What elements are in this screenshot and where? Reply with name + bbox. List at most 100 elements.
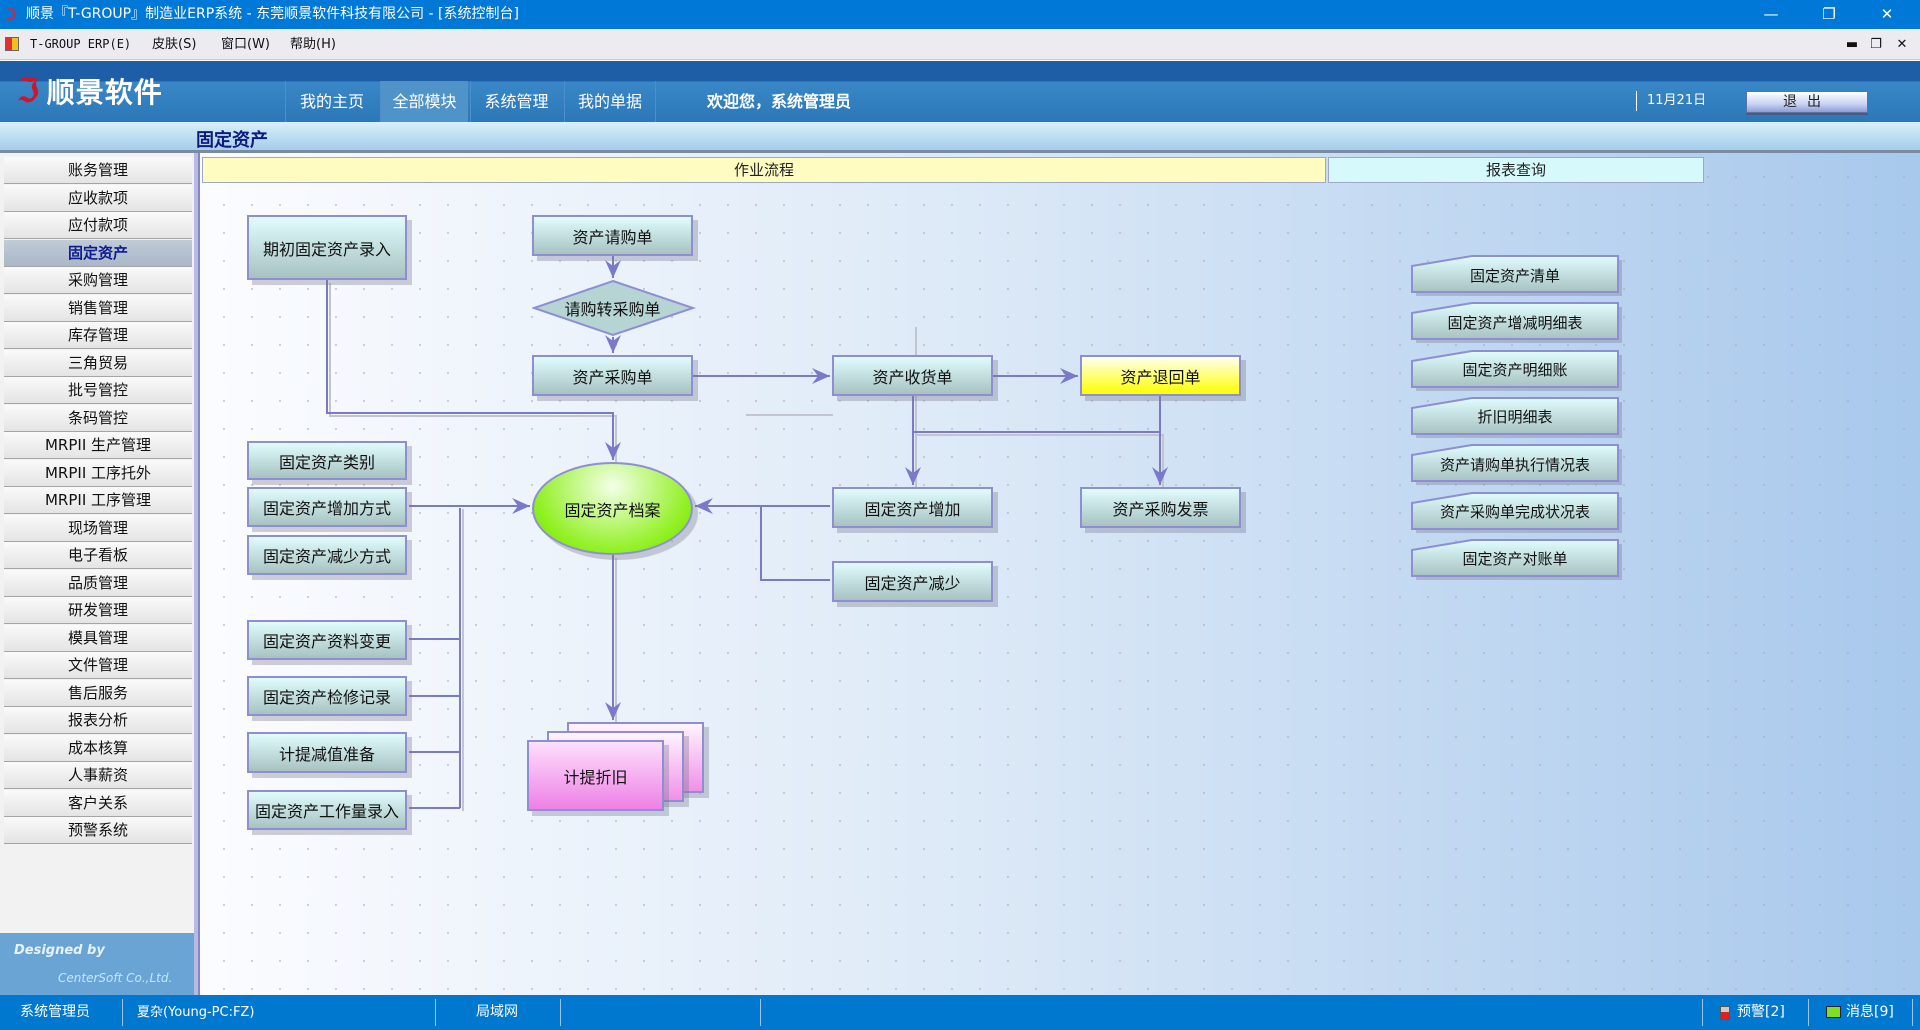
sidebar-item[interactable]: 应收款项 [4, 184, 192, 212]
sidebar-item[interactable]: 成本核算 [4, 734, 192, 762]
mdi-minimize-button[interactable]: ▬ [1845, 37, 1859, 52]
menu-skin[interactable]: 皮肤(S) [152, 37, 197, 52]
node-receipt[interactable]: 资产收货单 [832, 355, 993, 396]
node-depreciation[interactable]: 计提折旧 [527, 740, 664, 811]
node-initial-entry[interactable]: 期初固定资产录入 [247, 215, 407, 280]
status-divider [1808, 999, 1809, 1026]
nav-system-admin[interactable]: 系统管理 [470, 81, 562, 122]
node-add-method[interactable]: 固定资产增加方式 [247, 487, 407, 527]
report-label: 固定资产明细账 [1462, 361, 1568, 380]
status-divider [435, 999, 436, 1026]
title-bar: ℑ 顺景『T-GROUP』制造业ERP系统 - 东莞顺景软件科技有限公司 - [… [0, 0, 1920, 29]
report-item[interactable]: 固定资产明细账 [1411, 349, 1622, 391]
nav-my-documents[interactable]: 我的单据 [564, 81, 656, 122]
node-repair[interactable]: 固定资产检修记录 [247, 676, 407, 716]
welcome-text: 欢迎您，系统管理员 [707, 92, 852, 111]
report-label: 固定资产清单 [1469, 266, 1560, 285]
node-data-change[interactable]: 固定资产资料变更 [247, 620, 407, 660]
report-label: 固定资产对账单 [1462, 550, 1568, 569]
sidebar-item[interactable]: 品质管理 [4, 569, 192, 597]
report-item[interactable]: 固定资产对账单 [1411, 538, 1622, 580]
menu-terp[interactable]: T-GROUP ERP(E) [30, 37, 132, 51]
status-bar: 系统管理员 夏杂(Young-PC:FZ) 局域网 预警[2] 消息[9] [0, 995, 1920, 1030]
sidebar-item[interactable]: 文件管理 [4, 652, 192, 679]
designed-by-label: Designed by [14, 943, 105, 958]
sidebar-item[interactable]: 条码管控 [4, 404, 192, 432]
node-invoice[interactable]: 资产采购发票 [1080, 487, 1241, 528]
sidebar-item[interactable]: 采购管理 [4, 267, 192, 294]
menu-bar: T-GROUP ERP(E) 皮肤(S) 窗口(W) 帮助(H) ▬ ❐ ✕ [0, 29, 1920, 60]
report-item[interactable]: 资产采购单完成状况表 [1411, 491, 1622, 533]
tab-workflow[interactable]: 作业流程 [202, 157, 1326, 183]
alerts-button[interactable]: 预警[2] [1737, 1004, 1785, 1020]
node-archive[interactable]: 固定资产档案 [532, 462, 693, 555]
sidebar-item[interactable]: 库存管理 [4, 322, 192, 349]
node-purchase-order[interactable]: 资产采购单 [532, 355, 693, 396]
tab-reports[interactable]: 报表查询 [1328, 157, 1704, 183]
window-title: 顺景『T-GROUP』制造业ERP系统 - 东莞顺景软件科技有限公司 - [系统… [26, 6, 519, 22]
sidebar-item[interactable]: 报表分析 [4, 707, 192, 734]
nav-home[interactable]: 我的主页 [285, 81, 378, 122]
node-req-to-po[interactable]: 请购转采购单 [564, 300, 661, 319]
node-asset-reduce[interactable]: 固定资产减少 [832, 561, 993, 602]
report-shape [1411, 302, 1622, 344]
status-divider [560, 999, 561, 1026]
module-header: 固定资产 [0, 122, 1920, 153]
report-item[interactable]: 折旧明细表 [1411, 396, 1622, 438]
flow-connectors [326, 256, 1168, 811]
sidebar-item[interactable]: 现场管理 [4, 514, 192, 542]
edge-receipt-to-invoice [913, 431, 1168, 485]
sidebar-item[interactable]: 销售管理 [4, 294, 192, 322]
node-return[interactable]: 资产退回单 [1080, 355, 1241, 396]
sidebar-item[interactable]: 三角贸易 [4, 349, 192, 377]
sidebar-item[interactable]: 固定资产 [4, 239, 192, 267]
sidebar-item[interactable]: MRPII 生产管理 [4, 432, 192, 459]
report-item[interactable]: 资产请购单执行情况表 [1411, 444, 1622, 486]
node-category[interactable]: 固定资产类别 [247, 441, 407, 480]
node-reduce-method[interactable]: 固定资产减少方式 [247, 535, 407, 575]
sidebar-item[interactable]: 模具管理 [4, 624, 192, 652]
report-label: 资产请购单执行情况表 [1439, 455, 1590, 474]
status-divider [122, 999, 123, 1026]
restore-button[interactable]: ❐ [1822, 5, 1836, 23]
mdi-close-button[interactable]: ✕ [1896, 37, 1908, 52]
status-divider [1912, 999, 1913, 1026]
node-asset-add[interactable]: 固定资产增加 [832, 487, 993, 528]
sidebar-item[interactable]: 售后服务 [4, 679, 192, 707]
sidebar-item[interactable]: MRPII 工序托外 [4, 459, 192, 487]
menu-window[interactable]: 窗口(W) [221, 37, 270, 52]
app-logo-icon: ℑ [5, 5, 17, 24]
report-item[interactable]: 固定资产增减明细表 [1411, 302, 1622, 344]
status-divider [760, 999, 761, 1026]
sidebar-item[interactable]: 账务管理 [4, 157, 192, 184]
sidebar-item[interactable]: 人事薪资 [4, 762, 192, 789]
report-item[interactable]: 固定资产清单 [1411, 255, 1622, 296]
company-label: CenterSoft Co.,Ltd. [58, 971, 173, 985]
node-requisition[interactable]: 资产请购单 [532, 215, 693, 256]
sidebar-item[interactable]: 批号管控 [4, 377, 192, 404]
nav-all-modules[interactable]: 全部模块 [380, 81, 468, 122]
brand-mark-icon: ℑ [16, 71, 41, 111]
status-network: 局域网 [476, 1004, 518, 1020]
report-label: 固定资产增减明细表 [1447, 313, 1583, 332]
messages-button[interactable]: 消息[9] [1846, 1004, 1894, 1020]
sidebar: 账务管理 应收款项 应付款项 固定资产 采购管理 销售管理 库存管理 三角贸易 批号管控 条码管控… [0, 153, 198, 995]
sidebar-item[interactable]: MRPII 工序管理 [4, 487, 192, 514]
logout-button[interactable]: 退出 [1746, 91, 1868, 113]
report-shape [1411, 444, 1622, 486]
node-workload[interactable]: 固定资产工作量录入 [247, 790, 407, 830]
minimize-button[interactable]: — [1763, 5, 1779, 23]
edge-initial-to-archive [326, 280, 621, 460]
app-menu-icon[interactable] [5, 37, 19, 51]
page-title: 固定资产 [196, 130, 268, 151]
sidebar-item[interactable]: 预警系统 [4, 817, 192, 844]
menu-help[interactable]: 帮助(H) [290, 37, 336, 52]
sidebar-item[interactable]: 电子看板 [4, 542, 192, 569]
sidebar-item[interactable]: 客户关系 [4, 789, 192, 817]
sidebar-item[interactable]: 研发管理 [4, 597, 192, 624]
node-impairment[interactable]: 计提减值准备 [247, 732, 407, 773]
mdi-restore-button[interactable]: ❐ [1870, 37, 1882, 52]
close-button[interactable]: ✕ [1880, 5, 1894, 23]
sidebar-item[interactable]: 应付款项 [4, 212, 192, 239]
designed-by-banner: Designed by CenterSoft Co.,Ltd. [0, 933, 194, 995]
